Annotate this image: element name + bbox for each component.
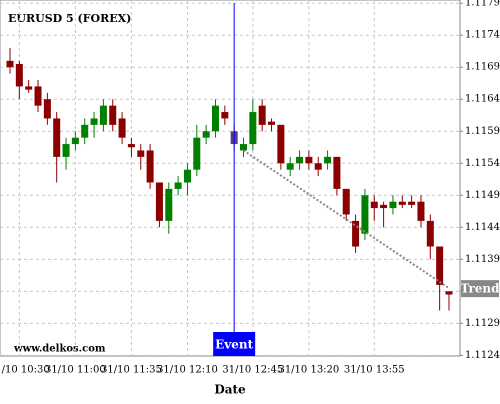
candle-body [90,118,98,125]
candle-body [71,137,79,145]
y-tick-label: 1.1174 [465,30,500,41]
candle-body [398,201,406,205]
candle-body [165,188,173,221]
candle-body [81,124,89,138]
candle-body [352,220,360,247]
event-label: Event [215,338,253,352]
chart-title: EURUSD 5 (FOREX) [8,12,131,25]
candle-body [137,150,145,157]
x-tick-label: 31/10 13:55 [344,365,405,376]
candle-body [221,112,229,119]
candle-body [183,169,191,183]
y-tick-label: 1.1154 [465,158,500,169]
candle-body [6,60,14,68]
candle-body [370,201,378,209]
x-tick-label: 31/10 11:00 [45,365,106,376]
trend-label-box [461,280,499,298]
candle-body [25,86,33,90]
candle-body [249,112,257,145]
candle-body [445,291,453,295]
trend-line [242,149,450,289]
candle-body [146,150,154,183]
y-tick-label: 1.1164 [465,94,500,105]
candle-body [333,156,341,189]
x-tick-label: 31/10 13:20 [278,365,339,376]
plot-area [0,0,461,357]
candle-body [43,99,51,119]
candle-body [361,195,369,234]
candle-body [436,246,444,285]
y-tick-label: 1.1159 [465,126,500,137]
candle-body [53,118,61,157]
candle-body [174,182,182,189]
candle-body [202,131,210,138]
candle-body [305,156,313,164]
candle-body [380,204,388,209]
x-tick-label: 31/10 11:35 [101,365,162,376]
candle-body [268,121,276,125]
candle-body [240,144,247,151]
candle-body [324,156,332,164]
candle-body [277,124,285,164]
y-tick-label: 1.1144 [465,222,500,233]
candle-body [155,182,163,221]
candle-body [417,201,425,221]
candle-body [314,163,322,170]
candle-body [426,220,434,247]
y-tick-label: 1.1169 [465,62,500,73]
candle-body [15,64,23,87]
candle-body [193,137,201,170]
candle-body [109,105,117,125]
candle-body [286,163,294,170]
x-axis-label: Date [214,383,246,397]
watermark: www.delkos.com [13,344,106,355]
candle-body [118,118,126,138]
trend-label: Trend [460,282,500,296]
candle-body [127,144,135,148]
y-tick-label: 1.1129 [465,318,500,329]
y-tick-label: 1.1179 [465,0,500,9]
y-tick-label: 1.1139 [465,254,500,265]
candle-body [99,105,107,125]
candle-body [34,86,42,106]
y-tick-label: 1.1149 [465,190,500,201]
x-tick-label: 31/10 12:10 [157,365,218,376]
candle-body [342,188,350,215]
candle-body [389,201,397,209]
candle-body [408,201,416,205]
candle-body [258,105,266,125]
candle-body [62,144,70,157]
event-label-box [213,332,256,356]
x-tick-label: 31/10 12:45 [222,365,283,376]
candle-body [211,105,219,132]
y-tick-label: 1.1124 [465,350,500,361]
candle-body [296,156,304,164]
x-tick-label: 31/10 10:30 [0,365,50,376]
